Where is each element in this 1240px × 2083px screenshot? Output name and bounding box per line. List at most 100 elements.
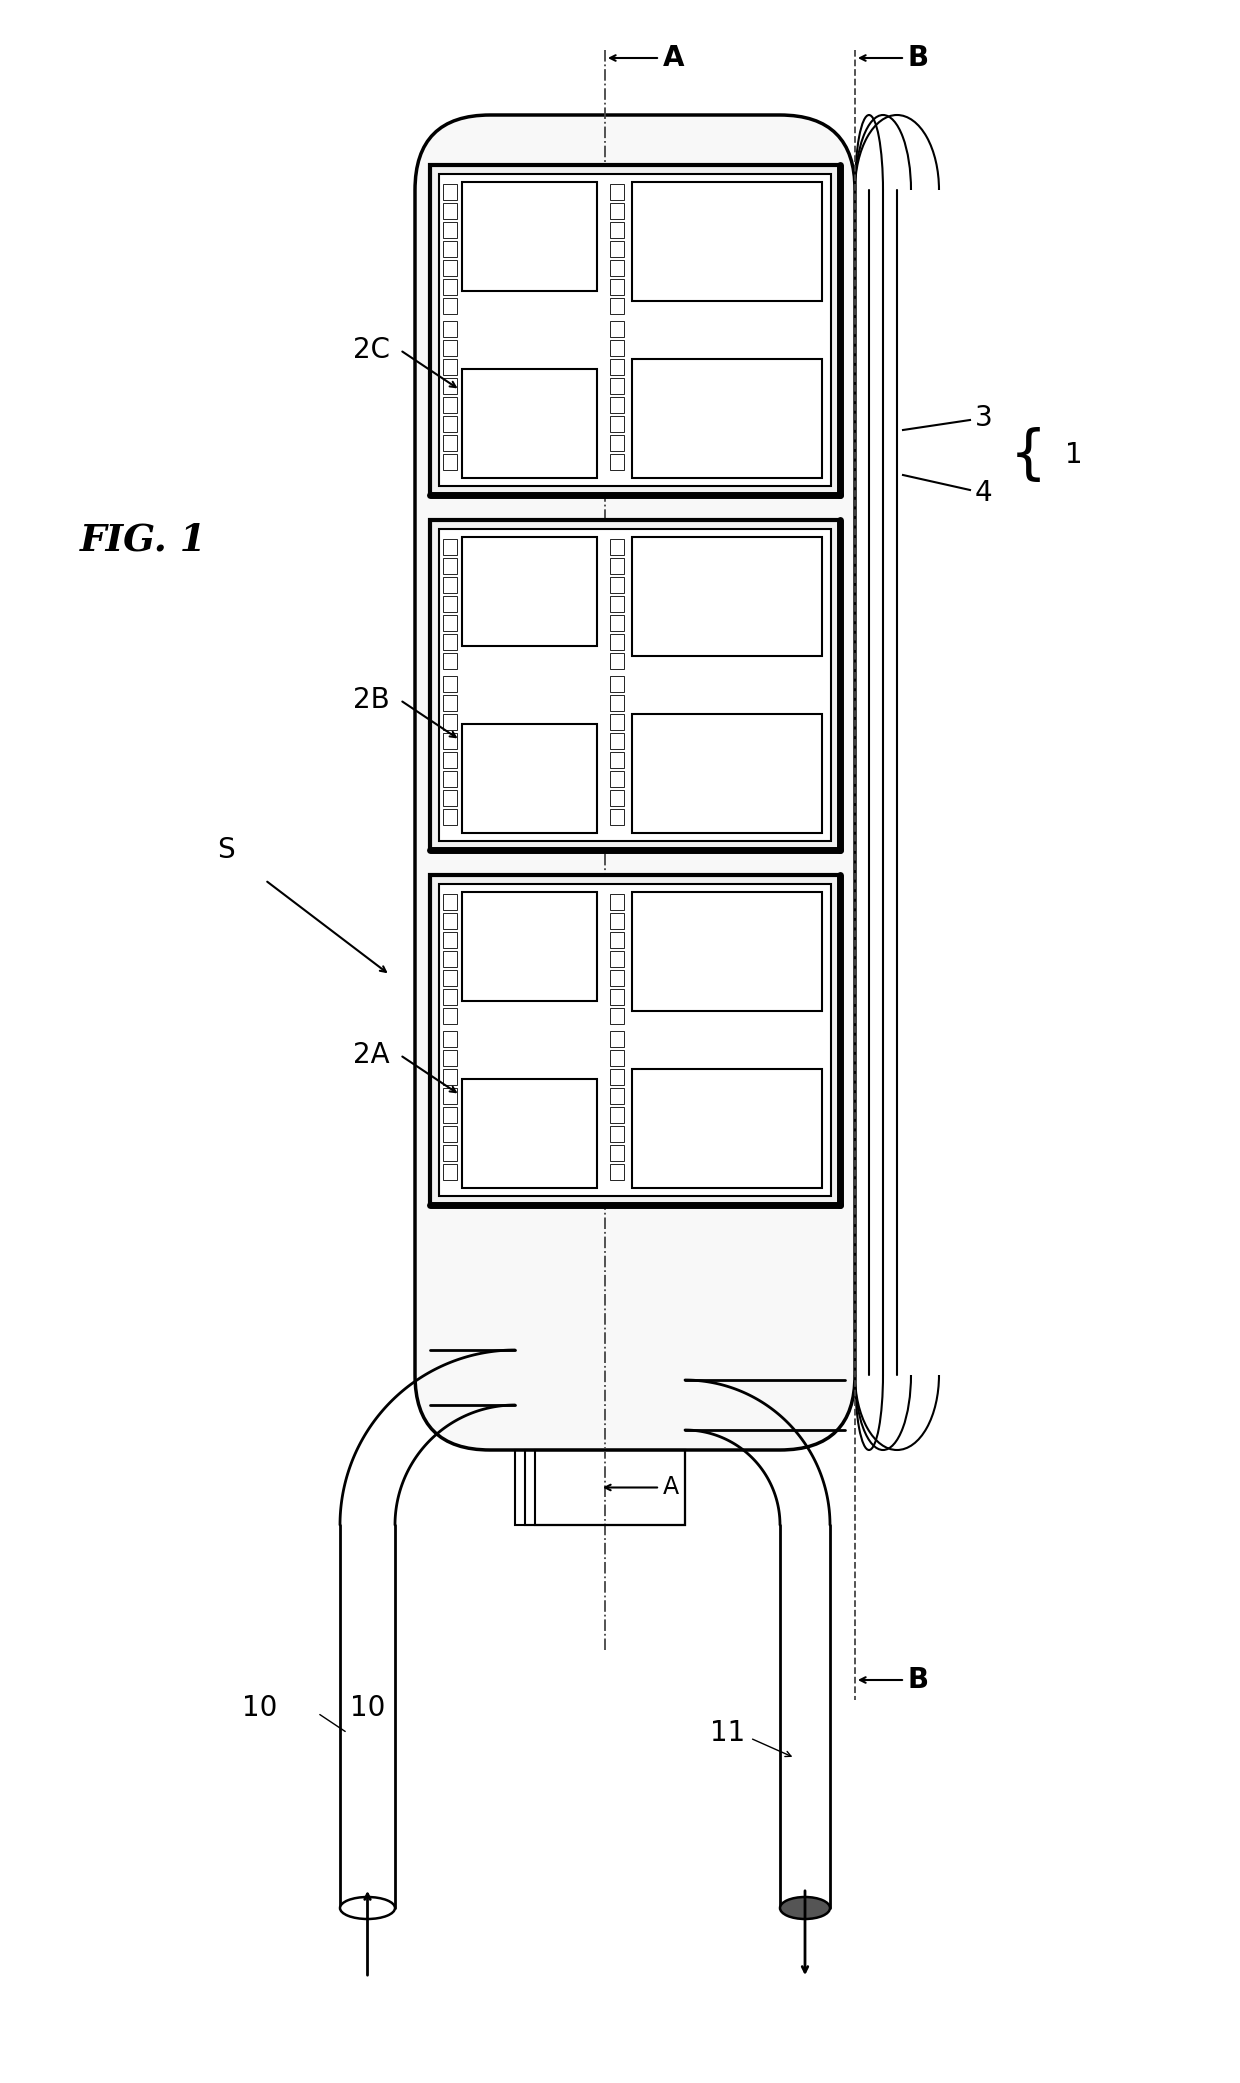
Bar [610,933,624,948]
Text: 2A: 2A [353,1042,391,1069]
Bar [610,1069,624,1085]
Bar [443,398,458,412]
Bar [443,614,458,631]
Text: B: B [908,44,929,73]
Bar [610,771,624,787]
Bar [430,521,839,850]
Bar [610,298,624,315]
Bar [443,1108,458,1123]
Text: 10: 10 [350,1693,386,1723]
Bar [610,223,624,237]
Bar [610,733,624,750]
Text: 4: 4 [975,479,993,506]
Bar [430,165,839,496]
Bar [443,185,458,200]
Bar [610,810,624,825]
Bar [610,340,624,356]
Bar [463,537,596,646]
Bar [443,933,458,948]
Bar [463,181,596,292]
Bar [610,577,624,594]
Bar [610,596,624,612]
Bar [443,989,458,1006]
Bar [443,1069,458,1085]
Bar [443,360,458,375]
Bar [610,558,624,575]
Bar [610,1008,624,1025]
Bar [610,1127,624,1141]
Bar [443,1127,458,1141]
Bar [610,379,624,394]
Text: 1: 1 [1065,442,1083,469]
Bar [610,204,624,219]
Bar [610,539,624,556]
Bar [610,1050,624,1066]
Text: 2B: 2B [353,685,391,714]
Bar [443,577,458,594]
Bar [534,1450,684,1525]
Bar [443,677,458,692]
Text: 10: 10 [242,1693,278,1723]
Text: B: B [908,1666,929,1693]
Bar [610,417,624,433]
Bar [463,723,596,833]
Bar [430,875,839,1204]
Bar [443,696,458,712]
Bar [610,1031,624,1048]
Bar [610,654,624,669]
Bar [610,914,624,929]
Ellipse shape [340,1898,396,1918]
Bar [610,989,624,1006]
Bar [632,892,822,1010]
Text: A: A [663,1475,680,1500]
Bar [610,260,624,277]
Bar [525,1450,684,1525]
Bar [610,635,624,650]
Bar [610,714,624,731]
Bar [439,529,831,842]
Bar [610,1146,624,1162]
Bar [439,175,831,485]
Bar [443,558,458,575]
Bar [443,242,458,258]
Bar [632,537,822,656]
Bar [610,185,624,200]
Bar [443,752,458,769]
Text: 3: 3 [975,404,993,431]
Bar [443,894,458,910]
Bar [443,971,458,987]
Bar [610,454,624,471]
Bar [443,223,458,237]
Bar [610,752,624,769]
Bar [443,914,458,929]
Text: A: A [663,44,684,73]
Bar [610,321,624,337]
Bar [610,1108,624,1123]
Bar [443,340,458,356]
Bar [632,714,822,833]
Bar [443,789,458,806]
Bar [515,1450,684,1525]
Bar [443,1008,458,1025]
Bar [443,435,458,452]
Bar [443,379,458,394]
Bar [463,892,596,1002]
Bar [610,435,624,452]
Bar [443,260,458,277]
Bar [443,321,458,337]
Bar [610,952,624,967]
Bar [610,360,624,375]
Text: 11: 11 [709,1718,745,1748]
Text: {: { [1011,427,1047,483]
Bar [463,369,596,477]
Bar [610,971,624,987]
Bar [610,1164,624,1181]
Bar [443,733,458,750]
Bar [443,1146,458,1162]
Bar [443,417,458,433]
Bar [443,654,458,669]
Bar [632,181,822,300]
Bar [443,596,458,612]
Bar [443,279,458,296]
Bar [443,635,458,650]
